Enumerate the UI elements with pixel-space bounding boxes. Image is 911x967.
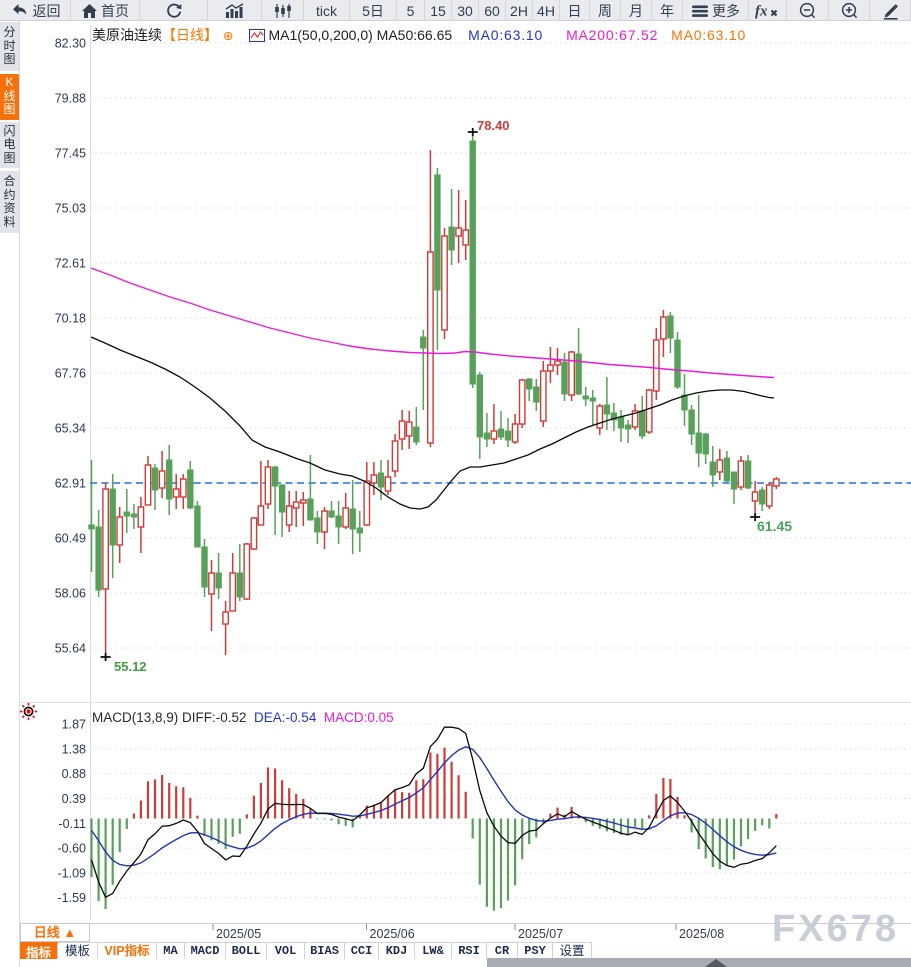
svg-text:fx: fx	[755, 4, 768, 20]
svg-text:FX678: FX678	[772, 908, 899, 950]
svg-text:78.40: 78.40	[477, 118, 510, 133]
svg-text:62.91: 62.91	[55, 477, 86, 491]
svg-text:55.12: 55.12	[114, 659, 147, 674]
svg-text:58.06: 58.06	[55, 587, 86, 601]
svg-text:65.34: 65.34	[55, 422, 86, 436]
svg-text:75.03: 75.03	[55, 202, 86, 216]
svg-text:2025/06: 2025/06	[370, 927, 415, 941]
svg-text:79.88: 79.88	[55, 92, 86, 106]
svg-text:0.39: 0.39	[62, 792, 86, 806]
svg-text:2025/07: 2025/07	[518, 927, 563, 941]
svg-text:1.38: 1.38	[62, 742, 86, 756]
svg-text:67.76: 67.76	[55, 367, 86, 381]
svg-text:2025/08: 2025/08	[679, 927, 724, 941]
svg-text:-1.59: -1.59	[58, 891, 87, 905]
svg-text:0.88: 0.88	[62, 767, 86, 781]
svg-text:1.87: 1.87	[62, 718, 86, 732]
svg-text:-0.60: -0.60	[58, 842, 87, 856]
svg-text:82.30: 82.30	[55, 37, 86, 51]
svg-text:70.18: 70.18	[55, 312, 86, 326]
svg-text:60.49: 60.49	[55, 532, 86, 546]
svg-text:-1.09: -1.09	[58, 866, 87, 880]
svg-text:61.45: 61.45	[757, 518, 792, 534]
svg-text:2025/05: 2025/05	[216, 927, 261, 941]
svg-text:77.45: 77.45	[55, 147, 86, 161]
svg-text:-0.11: -0.11	[58, 817, 86, 831]
svg-text:72.61: 72.61	[55, 257, 86, 271]
svg-text:55.64: 55.64	[55, 642, 86, 656]
